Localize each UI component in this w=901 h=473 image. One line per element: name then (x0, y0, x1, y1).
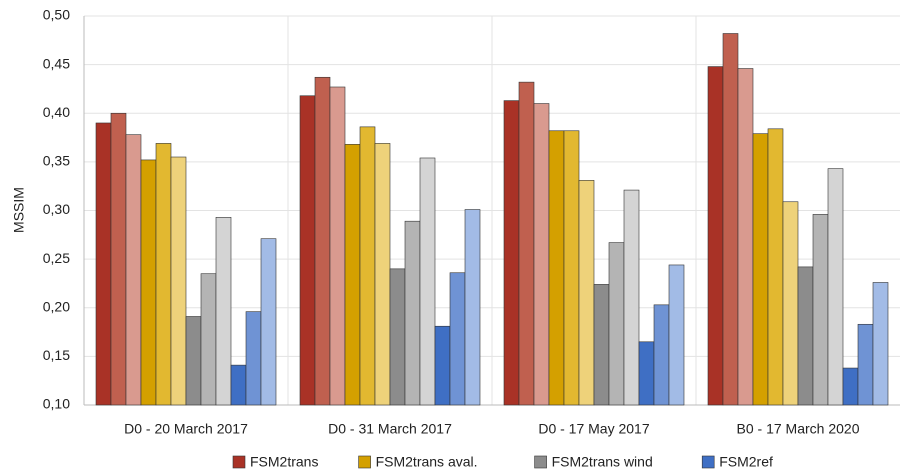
bar (260, 238, 277, 406)
bar (215, 217, 232, 406)
bar (389, 268, 406, 406)
y-tick-label: 0,15 (43, 347, 70, 363)
bar (140, 159, 157, 406)
x-tick-label: D0 - 31 March 2017 (328, 421, 452, 437)
bar (344, 144, 361, 406)
bar (623, 189, 640, 406)
x-tick-label: B0 - 17 March 2020 (737, 421, 860, 437)
bar (503, 100, 520, 406)
bar (737, 68, 754, 406)
bar (230, 364, 247, 406)
bar (155, 143, 172, 406)
legend-swatch (232, 455, 246, 469)
y-tick-label: 0,25 (43, 250, 70, 266)
bar (797, 266, 814, 406)
y-tick-label: 0,30 (43, 201, 70, 217)
legend-swatch (358, 455, 371, 469)
y-tick-label: 0,45 (43, 55, 70, 71)
bar (329, 86, 346, 406)
x-tick-label: D0 - 20 March 2017 (124, 421, 248, 437)
y-tick-label: 0,40 (43, 104, 70, 120)
bar (464, 209, 481, 406)
bar (434, 325, 451, 406)
legend-swatch (534, 455, 547, 469)
bar (185, 316, 202, 406)
y-axis-title: MSSIM (11, 187, 27, 233)
bar (125, 134, 142, 406)
legend-label: FSM2trans aval. (376, 454, 478, 470)
bar (593, 284, 610, 406)
y-tick-label: 0,20 (43, 298, 70, 314)
bar (563, 130, 580, 406)
bar (245, 311, 262, 406)
bar (638, 341, 655, 406)
x-tick-label: D0 - 17 May 2017 (538, 421, 649, 437)
y-tick-label: 0,10 (43, 396, 70, 412)
bar (812, 214, 829, 406)
bar (548, 130, 565, 406)
bar (110, 112, 127, 406)
bar (404, 220, 421, 406)
bar (872, 282, 889, 406)
bar (857, 323, 874, 406)
bar (518, 81, 535, 406)
bar (449, 272, 466, 406)
legend-swatch (701, 455, 715, 469)
bar (533, 103, 550, 406)
bar (374, 143, 391, 406)
bar (752, 133, 769, 406)
bar (95, 122, 112, 406)
bar (653, 304, 670, 406)
y-tick-label: 0,35 (43, 153, 70, 169)
bar (668, 264, 685, 406)
bar (608, 242, 625, 406)
bar (200, 273, 217, 406)
bar (827, 168, 844, 406)
legend-label: FSM2ref (719, 454, 773, 470)
bar (782, 201, 799, 406)
bar (767, 128, 784, 406)
bar (359, 126, 376, 406)
bar (299, 95, 316, 406)
bar (170, 156, 187, 406)
bar (707, 66, 724, 406)
bar (314, 76, 331, 406)
bar (722, 33, 739, 406)
bar (419, 157, 436, 406)
y-tick-label: 0,50 (43, 7, 70, 23)
bar (842, 367, 859, 406)
legend-label: FSM2trans wind (552, 454, 653, 470)
legend-label: FSM2trans (250, 454, 318, 470)
bar (578, 180, 595, 406)
